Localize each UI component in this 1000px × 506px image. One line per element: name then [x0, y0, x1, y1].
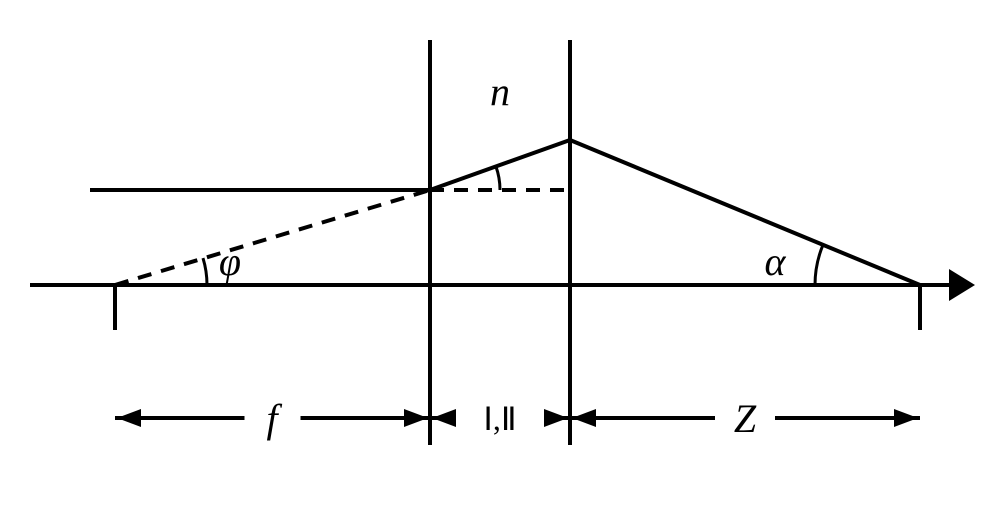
label-Z: Z	[734, 396, 757, 441]
label-n: n	[490, 69, 510, 114]
label-principal-planes: Ⅰ,Ⅱ	[483, 401, 516, 437]
label-alpha: α	[765, 239, 787, 284]
diagram-canvas: nφαfⅠ,ⅡZ	[0, 0, 1000, 506]
label-phi: φ	[219, 239, 241, 284]
